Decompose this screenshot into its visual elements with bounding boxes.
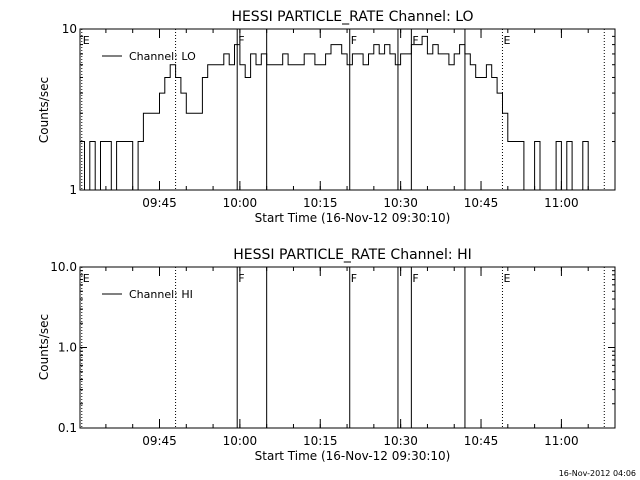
legend-label: Channel: LO: [129, 50, 196, 63]
x-tick-label: 10:30: [383, 196, 418, 210]
series-line-lo: [80, 35, 599, 191]
y-tick-label: 1.0: [58, 341, 77, 355]
x-tick-label: 10:45: [464, 196, 499, 210]
marker-label: F: [351, 34, 357, 47]
y-tick-label: 0.1: [58, 421, 77, 435]
marker-label: F: [351, 272, 357, 285]
x-axis-label: Start Time (16-Nov-12 09:30:10): [255, 449, 451, 463]
x-tick-label: 10:00: [223, 434, 258, 448]
y-tick-label: 10.0: [50, 260, 77, 274]
x-tick-label: 10:30: [383, 434, 418, 448]
marker-label: F: [412, 272, 418, 285]
x-tick-label: 09:45: [142, 196, 177, 210]
chart-hi: HESSI PARTICLE_RATE Channel: HI Counts/se…: [37, 247, 616, 463]
y-axis-label: Counts/sec: [37, 314, 51, 380]
marker-label: E: [83, 34, 90, 47]
x-tick-label: 11:00: [544, 196, 579, 210]
marker-label: F: [238, 34, 244, 47]
y-axis-label: Counts/sec: [37, 77, 51, 143]
x-tick-label: 11:00: [544, 434, 579, 448]
x-tick-label: 10:45: [464, 434, 499, 448]
x-tick-label: 10:15: [303, 196, 338, 210]
chart-title: HESSI PARTICLE_RATE Channel: HI: [233, 247, 471, 263]
footer-timestamp-svg: 16-Nov-2012 04:06: [559, 469, 636, 478]
chart-title: HESSI PARTICLE_RATE Channel: LO: [231, 9, 473, 25]
chart-lo: HESSI PARTICLE_RATE Channel: LO Counts/se…: [37, 9, 616, 225]
x-tick-label: 09:45: [142, 434, 177, 448]
marker-label: E: [83, 272, 90, 285]
marker-label: F: [412, 34, 418, 47]
legend-label: Channel: HI: [129, 288, 193, 301]
x-tick-label: 10:00: [223, 196, 258, 210]
marker-label: E: [503, 34, 510, 47]
marker-label: E: [503, 272, 510, 285]
x-tick-label: 10:15: [303, 434, 338, 448]
marker-label: F: [238, 272, 244, 285]
x-axis-label: Start Time (16-Nov-12 09:30:10): [255, 211, 451, 225]
y-tick-label: 10: [62, 22, 77, 36]
y-tick-label: 1: [69, 183, 77, 197]
